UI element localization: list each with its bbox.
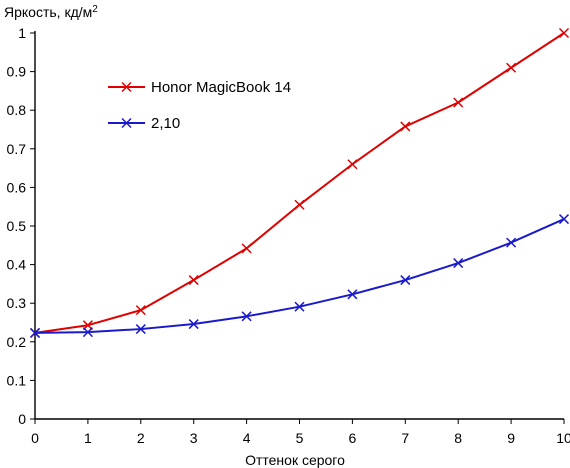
y-tick-label: 0.3 [7, 295, 27, 311]
data-point-marker [347, 159, 358, 170]
data-point-marker [135, 305, 146, 316]
x-tick-label: 7 [401, 430, 409, 446]
data-point-marker [558, 27, 570, 39]
y-tick-label: 0 [18, 411, 26, 427]
x-tick-label: 8 [454, 430, 462, 446]
data-point-marker [241, 311, 252, 322]
data-point-marker [506, 62, 517, 73]
y-tick-label: 1 [18, 25, 26, 41]
data-point-marker [241, 243, 252, 254]
data-point-marker [453, 97, 464, 108]
x-tick-label: 5 [296, 430, 304, 446]
data-point-marker [29, 327, 41, 338]
series-line [34, 218, 565, 334]
series-line [34, 32, 565, 334]
legend: Honor MagicBook 14 2,10 [108, 79, 291, 132]
y-axis-title: Яркость, кд/м2 [4, 4, 98, 21]
y-tick-label: 0.7 [7, 141, 27, 157]
y-tick-label: 0.4 [7, 257, 27, 273]
data-point-marker [400, 121, 411, 132]
x-tick-label: 3 [190, 430, 198, 446]
data-point-marker [558, 214, 570, 225]
data-point-marker [294, 199, 305, 210]
x-tick-label: 0 [31, 430, 39, 446]
data-point-marker [294, 301, 305, 312]
data-point-marker [506, 237, 517, 248]
legend-swatch-marker [121, 81, 132, 93]
data-point-marker [135, 324, 146, 335]
data-point-marker [82, 327, 93, 338]
x-tick-label: 6 [349, 430, 357, 446]
data-point-marker [347, 289, 358, 300]
y-tick-label: 0.1 [7, 372, 27, 388]
data-point-marker [453, 258, 464, 269]
x-tick-label: 2 [137, 430, 145, 446]
y-tick-label: 0.8 [7, 102, 27, 118]
legend-label: 2,10 [151, 115, 180, 132]
y-tick-label: 0.5 [7, 218, 27, 234]
x-axis-title: Оттенок серого [245, 452, 345, 468]
series-layer [29, 27, 570, 338]
y-tick-label: 0.2 [7, 334, 27, 350]
x-tick-label: 1 [84, 430, 92, 446]
legend-label: Honor MagicBook 14 [151, 79, 291, 96]
legend-swatch-marker [121, 117, 132, 129]
x-tick-label: 10 [556, 430, 570, 446]
x-tick-label: 9 [507, 430, 515, 446]
data-point-marker [400, 275, 411, 286]
x-tick-label: 4 [243, 430, 251, 446]
y-tick-label: 0.9 [7, 64, 27, 80]
y-tick-label: 0.6 [7, 179, 27, 195]
data-point-marker [188, 319, 199, 330]
data-point-marker [188, 275, 199, 286]
axes: 00.10.20.30.40.50.60.70.80.910 1 2 3 4 5 6 7 8 9 1… [7, 25, 570, 446]
